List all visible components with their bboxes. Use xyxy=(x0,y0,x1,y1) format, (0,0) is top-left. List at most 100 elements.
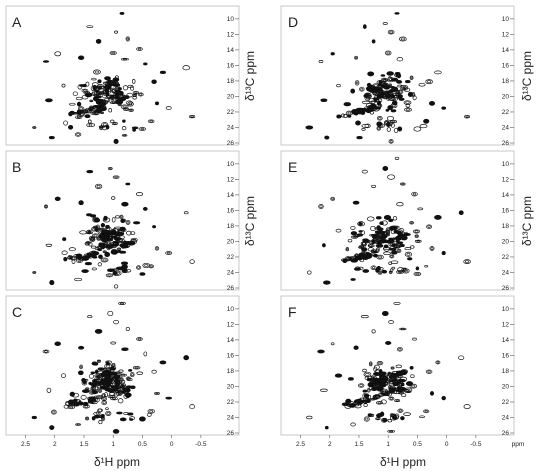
nmr-peak xyxy=(110,119,115,124)
nmr-peak xyxy=(113,379,121,383)
x-tick-label: 2 xyxy=(328,441,332,448)
nmr-peak xyxy=(389,268,394,272)
nmr-peak-contour xyxy=(398,409,403,412)
nmr-peak xyxy=(330,342,335,346)
nmr-peak-contour xyxy=(371,104,376,108)
nmr-peak-contour xyxy=(102,258,107,262)
nmr-peak-contour xyxy=(378,388,382,391)
nmr-peak-contour xyxy=(390,241,393,243)
nmr-peak-contour xyxy=(398,127,402,131)
nmr-peak xyxy=(395,364,402,369)
nmr-peak xyxy=(362,368,367,373)
nmr-peak-contour xyxy=(391,86,394,89)
nmr-peak-contour xyxy=(364,394,368,397)
nmr-peak xyxy=(165,251,173,256)
nmr-peak-contour xyxy=(104,382,108,385)
nmr-peak xyxy=(121,126,127,131)
nmr-peak-contour xyxy=(96,330,101,333)
nmr-peak xyxy=(97,408,102,413)
nmr-peak xyxy=(116,91,120,95)
nmr-peak xyxy=(75,96,83,101)
y-tick-label: 24 xyxy=(227,125,235,132)
nmr-peak xyxy=(115,237,119,242)
nmr-peak xyxy=(123,412,129,415)
nmr-peak xyxy=(76,101,82,107)
nmr-peak xyxy=(109,237,114,242)
nmr-peak-contour xyxy=(166,252,171,255)
x-tick-label: 2 xyxy=(53,441,57,448)
nmr-peak xyxy=(98,420,103,425)
nmr-peak-contour xyxy=(114,176,118,179)
nmr-peak xyxy=(121,95,126,101)
nmr-peak xyxy=(307,270,312,275)
nmr-peak xyxy=(380,417,388,423)
nmr-peak xyxy=(90,214,97,218)
y-tick-label: 20 xyxy=(502,384,510,391)
nmr-peak-contour xyxy=(408,257,412,260)
nmr-peak-contour xyxy=(397,270,402,274)
nmr-peak-contour xyxy=(405,108,410,111)
nmr-peak xyxy=(105,410,112,416)
nmr-peak xyxy=(366,216,375,222)
nmr-peak xyxy=(136,337,143,342)
nmr-peak xyxy=(80,395,87,400)
nmr-peak xyxy=(69,391,75,397)
nmr-peak xyxy=(125,326,130,332)
nmr-peak xyxy=(364,123,371,129)
y-tick-label: 16 xyxy=(502,208,510,215)
nmr-peak-contour xyxy=(94,226,98,228)
nmr-peak xyxy=(85,81,90,87)
nmr-peak-contour xyxy=(397,380,401,383)
nmr-peak-contour xyxy=(366,96,370,100)
nmr-peak xyxy=(388,247,397,251)
nmr-peak xyxy=(165,396,172,400)
nmr-peak xyxy=(51,409,57,415)
nmr-peak xyxy=(136,371,143,375)
nmr-peak xyxy=(336,114,342,119)
nmr-peak xyxy=(375,417,381,421)
nmr-peak-contour xyxy=(190,115,194,118)
nmr-peak-contour xyxy=(377,401,382,404)
y-axis-title-e: δ¹³C ppm xyxy=(520,196,534,246)
y-tick-label: 14 xyxy=(502,192,510,199)
nmr-peak xyxy=(65,401,74,407)
y-tick-label: 16 xyxy=(502,63,510,70)
nmr-peak xyxy=(132,366,141,370)
nmr-peak-contour xyxy=(97,360,101,363)
nmr-peak xyxy=(120,104,129,110)
nmr-peak xyxy=(383,215,392,220)
nmr-peak xyxy=(78,200,84,206)
nmr-peak-contour xyxy=(358,257,362,260)
nmr-peak-contour xyxy=(389,397,394,400)
nmr-peak-contour xyxy=(92,251,96,254)
nmr-peak xyxy=(381,310,389,317)
nmr-peak xyxy=(343,114,348,118)
nmr-peak xyxy=(392,381,400,387)
nmr-peak xyxy=(347,114,352,118)
nmr-peak xyxy=(400,416,405,421)
nmr-peak xyxy=(405,381,414,387)
nmr-peak xyxy=(352,200,360,205)
nmr-peak xyxy=(382,166,389,171)
nmr-peak xyxy=(381,78,388,83)
nmr-peak-contour xyxy=(372,266,376,270)
nmr-peak-contour xyxy=(325,136,329,139)
nmr-peak xyxy=(83,253,91,257)
nmr-peak-contour xyxy=(424,410,428,413)
nmr-peak xyxy=(354,253,359,259)
y-tick-label: 16 xyxy=(227,353,235,360)
nmr-peak xyxy=(139,416,146,422)
nmr-peak xyxy=(334,373,343,378)
nmr-peak xyxy=(400,382,405,387)
nmr-peak xyxy=(116,391,123,397)
nmr-peak xyxy=(121,134,128,137)
nmr-peak-contour xyxy=(402,268,406,271)
y-tick-label: 20 xyxy=(227,94,235,101)
nmr-peak xyxy=(97,90,105,95)
nmr-peak-contour xyxy=(144,264,149,267)
nmr-peak xyxy=(133,221,141,225)
nmr-peak xyxy=(388,219,394,222)
nmr-peak xyxy=(387,419,393,423)
nmr-peak-contour xyxy=(123,348,127,351)
